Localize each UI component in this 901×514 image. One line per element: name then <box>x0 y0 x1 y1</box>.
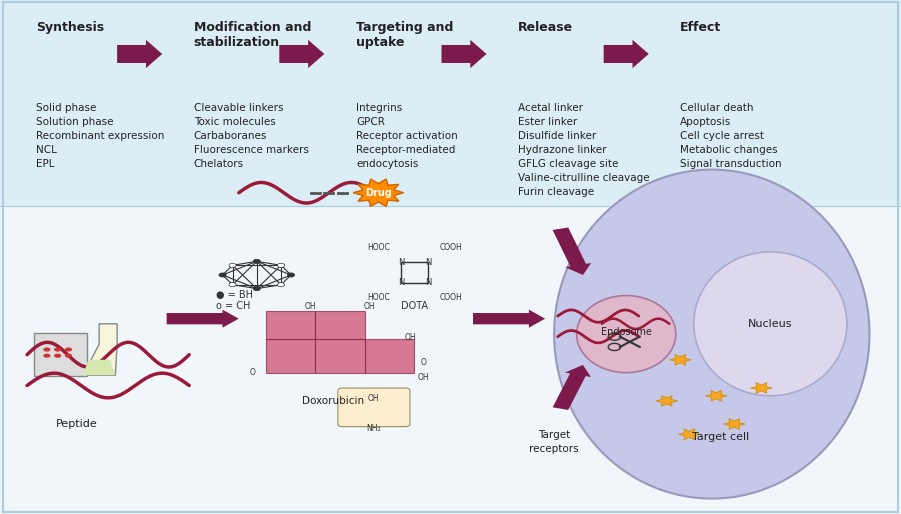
Polygon shape <box>705 391 727 401</box>
Text: Integrins
GPCR
Receptor activation
Receptor-mediated
endocytosis: Integrins GPCR Receptor activation Recep… <box>356 103 458 169</box>
Text: OH: OH <box>405 333 415 342</box>
Ellipse shape <box>554 170 869 499</box>
FancyBboxPatch shape <box>34 333 87 376</box>
Text: COOH: COOH <box>439 243 462 252</box>
FancyArrow shape <box>552 228 591 275</box>
FancyBboxPatch shape <box>365 339 414 373</box>
Polygon shape <box>724 419 745 429</box>
Text: HOOC: HOOC <box>367 293 390 302</box>
Text: Endosome: Endosome <box>601 326 651 337</box>
FancyBboxPatch shape <box>0 206 901 514</box>
Text: Acetal linker
Ester linker
Disulfide linker
Hydrazone linker
GFLG cleavage site
: Acetal linker Ester linker Disulfide lin… <box>518 103 650 197</box>
Text: Target
receptors: Target receptors <box>529 430 579 454</box>
Polygon shape <box>751 383 772 393</box>
Polygon shape <box>669 355 691 365</box>
Circle shape <box>65 347 72 352</box>
Circle shape <box>65 354 72 358</box>
Text: ● = BH
o = CH: ● = BH o = CH <box>216 290 253 311</box>
Text: Doxorubicin: Doxorubicin <box>303 396 364 406</box>
Text: COOH: COOH <box>439 293 462 302</box>
Circle shape <box>229 263 236 267</box>
Text: N: N <box>397 278 405 287</box>
Ellipse shape <box>694 252 847 396</box>
Circle shape <box>253 259 260 263</box>
FancyBboxPatch shape <box>266 311 315 339</box>
FancyBboxPatch shape <box>315 311 365 339</box>
Text: DOTA: DOTA <box>401 301 428 310</box>
Circle shape <box>54 354 61 358</box>
FancyArrow shape <box>441 40 487 68</box>
Text: Cleavable linkers
Toxic molecules
Carbaboranes
Fluorescence markers
Chelators: Cleavable linkers Toxic molecules Carbab… <box>194 103 308 169</box>
FancyBboxPatch shape <box>0 0 901 206</box>
Circle shape <box>43 354 50 358</box>
FancyBboxPatch shape <box>266 339 315 373</box>
FancyArrow shape <box>604 40 649 68</box>
FancyArrow shape <box>117 40 162 68</box>
Text: Peptide: Peptide <box>56 419 97 429</box>
Polygon shape <box>353 179 404 207</box>
Text: OH: OH <box>418 373 429 382</box>
FancyArrow shape <box>279 40 324 68</box>
Text: OH: OH <box>364 302 375 311</box>
Text: O: O <box>250 368 255 377</box>
Text: N: N <box>397 258 405 267</box>
Text: Solid phase
Solution phase
Recombinant expression
NCL
EPL: Solid phase Solution phase Recombinant e… <box>36 103 164 169</box>
FancyArrow shape <box>167 309 239 328</box>
Circle shape <box>229 283 236 287</box>
Text: Synthesis: Synthesis <box>36 21 105 33</box>
Text: N: N <box>424 258 432 267</box>
Text: Effect: Effect <box>680 21 722 33</box>
Text: OH: OH <box>305 302 316 311</box>
Text: Nucleus: Nucleus <box>748 319 793 329</box>
Text: Modification and
stabilization: Modification and stabilization <box>194 21 311 48</box>
FancyBboxPatch shape <box>315 339 365 373</box>
Text: HOOC: HOOC <box>367 243 390 252</box>
Polygon shape <box>83 360 115 375</box>
Text: O: O <box>421 358 426 367</box>
Text: Release: Release <box>518 21 573 33</box>
Circle shape <box>278 263 285 267</box>
Text: Drug: Drug <box>365 188 392 198</box>
FancyBboxPatch shape <box>338 388 410 427</box>
Text: OH: OH <box>369 394 379 403</box>
Circle shape <box>278 283 285 287</box>
FancyArrow shape <box>473 309 545 328</box>
Circle shape <box>287 273 295 277</box>
Ellipse shape <box>577 296 676 373</box>
Text: Cellular death
Apoptosis
Cell cycle arrest
Metabolic changes
Signal transduction: Cellular death Apoptosis Cell cycle arre… <box>680 103 782 169</box>
Polygon shape <box>678 429 700 439</box>
Circle shape <box>219 273 226 277</box>
Text: NH₂: NH₂ <box>367 424 381 433</box>
Text: Target cell: Target cell <box>692 432 750 442</box>
Circle shape <box>43 347 50 352</box>
Polygon shape <box>656 396 678 406</box>
Text: Targeting and
uptake: Targeting and uptake <box>356 21 453 48</box>
Circle shape <box>54 347 61 352</box>
Circle shape <box>253 287 260 291</box>
Polygon shape <box>83 324 117 375</box>
Text: N: N <box>424 278 432 287</box>
FancyArrow shape <box>552 365 591 410</box>
